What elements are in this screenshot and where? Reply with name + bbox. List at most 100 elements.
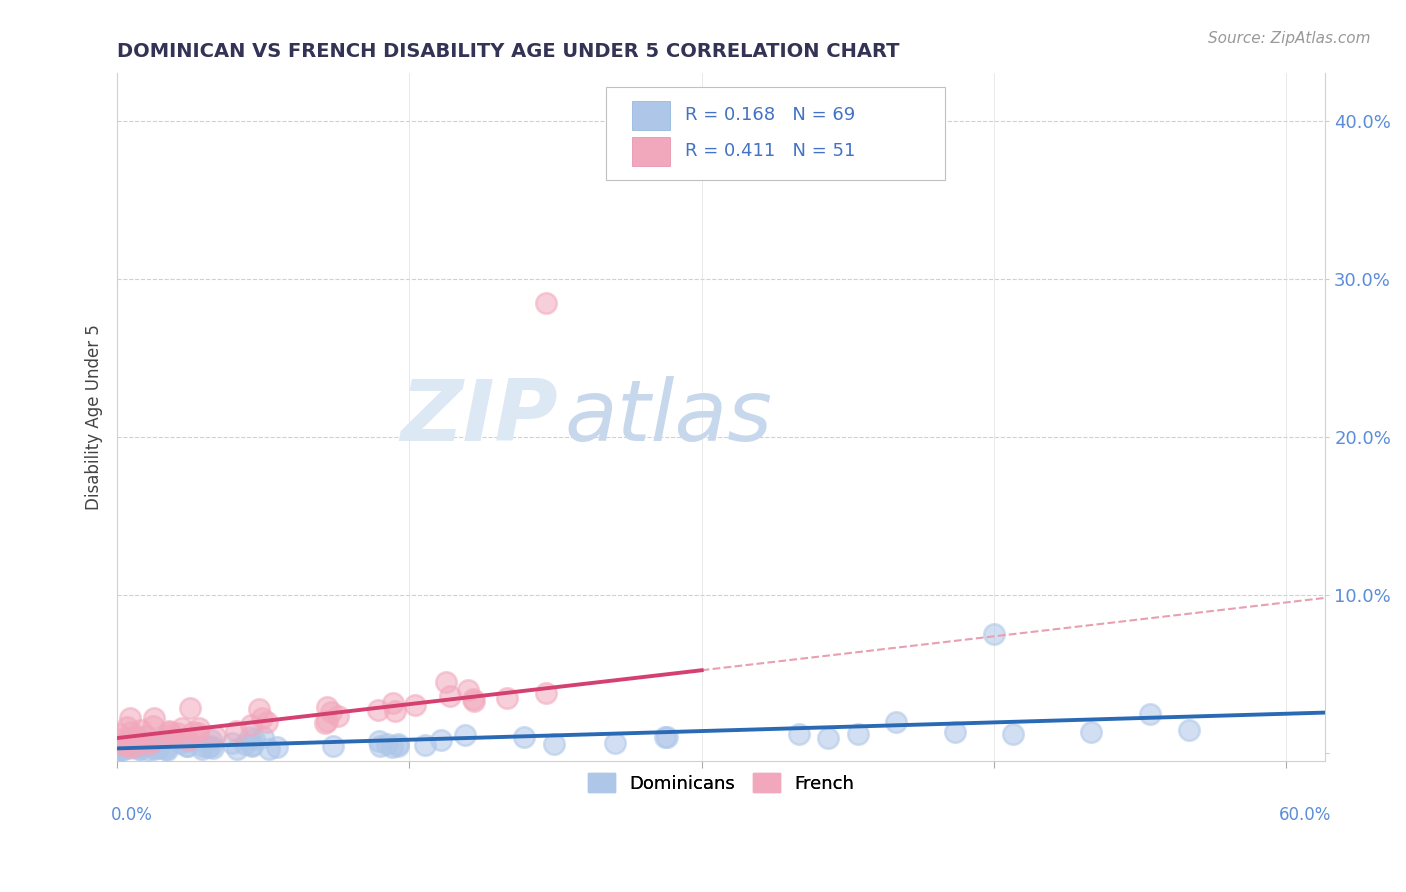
Point: [128, 742, 150, 756]
Point: [381, 739, 404, 754]
Point: [159, 724, 181, 739]
Point: [314, 716, 336, 731]
Point: [543, 737, 565, 751]
Point: [457, 682, 479, 697]
Point: [247, 702, 270, 716]
Point: [200, 739, 222, 753]
FancyBboxPatch shape: [631, 136, 671, 166]
Point: [315, 699, 337, 714]
Point: [108, 738, 131, 752]
Point: [138, 736, 160, 750]
Text: Source: ZipAtlas.com: Source: ZipAtlas.com: [1208, 31, 1371, 46]
Point: [155, 742, 177, 756]
FancyBboxPatch shape: [606, 87, 945, 180]
Point: [368, 739, 391, 753]
Point: [454, 728, 477, 742]
Point: [1177, 723, 1199, 738]
Point: [1139, 706, 1161, 721]
Point: [252, 730, 274, 744]
Point: [846, 727, 869, 741]
Point: [434, 675, 457, 690]
Point: [322, 739, 344, 753]
Point: [108, 742, 131, 756]
Point: [943, 724, 966, 739]
Point: [201, 741, 224, 756]
Point: [107, 726, 129, 740]
Text: atlas: atlas: [564, 376, 772, 458]
Point: [817, 731, 839, 746]
Point: [177, 732, 200, 747]
Point: [240, 739, 263, 753]
Point: [156, 742, 179, 756]
Point: [787, 727, 810, 741]
Point: [142, 711, 165, 725]
Point: [200, 733, 222, 747]
Point: [111, 742, 134, 756]
Point: [148, 741, 170, 756]
Point: [375, 737, 398, 751]
Point: [111, 732, 134, 747]
Point: [463, 694, 485, 708]
Point: [108, 741, 131, 756]
Point: [243, 732, 266, 747]
Point: [404, 698, 426, 712]
Point: [495, 690, 517, 705]
Point: [367, 703, 389, 717]
Point: [226, 742, 249, 756]
Point: [129, 723, 152, 737]
Point: [266, 739, 288, 754]
Point: [225, 724, 247, 739]
Point: [316, 714, 339, 728]
Text: ZIP: ZIP: [401, 376, 558, 458]
Point: [983, 627, 1005, 641]
Point: [654, 730, 676, 744]
Point: [240, 718, 263, 732]
Legend: Dominicans, French: Dominicans, French: [581, 765, 862, 800]
Point: [118, 711, 141, 725]
Point: [142, 719, 165, 733]
Point: [187, 721, 209, 735]
Point: [136, 737, 159, 751]
Point: [157, 728, 180, 742]
Point: [387, 739, 409, 754]
Point: [513, 730, 536, 744]
Point: [326, 709, 349, 723]
Point: [111, 743, 134, 757]
Point: [141, 735, 163, 749]
Point: [128, 739, 150, 754]
Text: 60.0%: 60.0%: [1279, 805, 1331, 823]
Point: [319, 705, 342, 719]
Point: [1002, 727, 1025, 741]
Point: [128, 735, 150, 749]
Point: [429, 733, 451, 747]
Point: [176, 739, 198, 754]
Point: [250, 711, 273, 725]
Point: [124, 730, 146, 744]
Point: [191, 739, 214, 754]
Point: [197, 739, 219, 754]
Point: [176, 734, 198, 748]
Point: [172, 721, 194, 735]
Text: R = 0.411   N = 51: R = 0.411 N = 51: [685, 142, 855, 160]
Point: [112, 738, 135, 752]
Point: [204, 729, 226, 743]
Point: [120, 740, 142, 755]
Point: [221, 736, 243, 750]
Point: [257, 741, 280, 756]
Point: [159, 723, 181, 738]
Point: [115, 720, 138, 734]
Point: [135, 729, 157, 743]
Point: [387, 737, 409, 751]
Point: [127, 731, 149, 745]
Point: [381, 696, 404, 710]
Point: [112, 736, 135, 750]
Point: [149, 731, 172, 746]
Point: [118, 731, 141, 745]
Point: [166, 726, 188, 740]
Point: [169, 736, 191, 750]
Text: 0.0%: 0.0%: [111, 805, 153, 823]
Point: [240, 738, 263, 752]
Point: [132, 739, 155, 753]
Point: [256, 715, 278, 730]
Point: [124, 739, 146, 754]
